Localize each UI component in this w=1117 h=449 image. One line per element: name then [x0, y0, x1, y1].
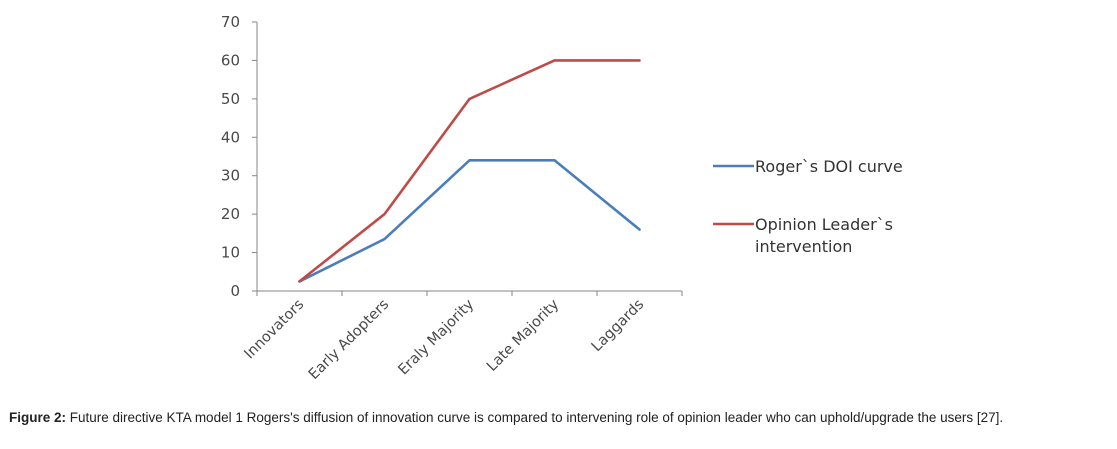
- y-tick-label: 0: [230, 282, 240, 300]
- x-category-label: Innovators: [242, 297, 308, 363]
- chart-series: [298, 59, 641, 283]
- y-tick-label: 10: [221, 244, 240, 262]
- series-line-2: [298, 59, 641, 283]
- x-category-label: Laggards: [589, 297, 648, 356]
- y-tick-label: 30: [221, 167, 240, 185]
- figure-caption: Figure 2: Future directive KTA model 1 R…: [9, 409, 1114, 427]
- x-category-label: Eraly Majority: [395, 296, 477, 378]
- y-axis-ticks: 0 10 20 30 40 50 60 70: [221, 13, 257, 300]
- legend-item-2: Opinion Leader`s intervention: [713, 215, 893, 256]
- legend-item-1: Roger`s DOI curve: [713, 157, 903, 176]
- legend-label: Opinion Leader`s intervention: [755, 215, 893, 256]
- legend-label: Roger`s DOI curve: [755, 157, 903, 176]
- chart-legend: Roger`s DOI curve Opinion Leader`s interve…: [713, 157, 903, 256]
- x-category-label: Late Majority: [484, 296, 563, 375]
- caption-label: Figure 2:: [9, 410, 67, 425]
- y-tick-label: 20: [221, 205, 240, 223]
- x-category-label: Early Adopters: [306, 297, 392, 383]
- y-tick-label: 70: [221, 13, 240, 31]
- y-tick-label: 50: [221, 90, 240, 108]
- y-tick-label: 60: [221, 51, 240, 69]
- caption-text: Future directive KTA model 1 Rogers's di…: [66, 410, 1004, 425]
- chart-axes: [256, 22, 682, 292]
- y-tick-label: 40: [221, 128, 240, 146]
- series-line-1: [298, 159, 641, 283]
